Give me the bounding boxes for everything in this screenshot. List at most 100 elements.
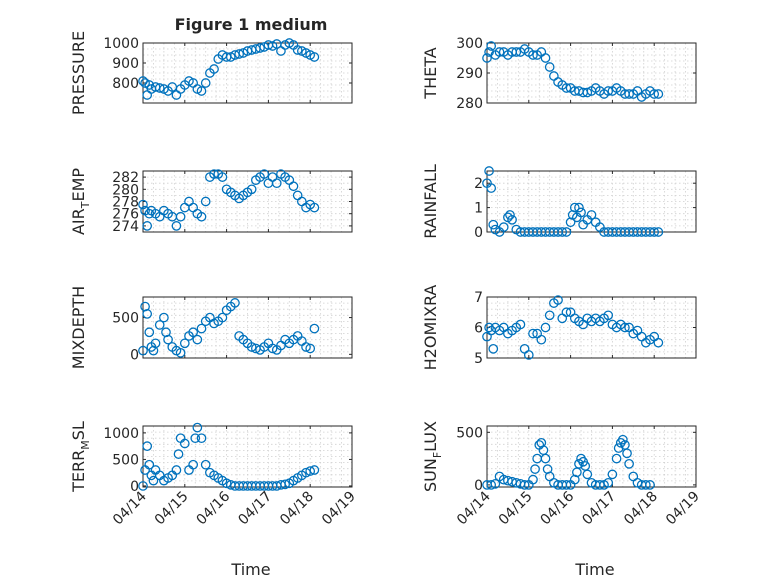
data-point xyxy=(154,320,165,330)
data-point xyxy=(234,49,244,59)
data-point xyxy=(569,202,580,213)
data-point xyxy=(301,467,311,478)
y-axis-label: AIRTEMP xyxy=(69,168,92,235)
data-point xyxy=(309,202,320,213)
y-axis-label: H2OMIXRA xyxy=(421,285,440,371)
axes-box xyxy=(142,42,353,104)
y-axis-label: RAINFALL xyxy=(421,164,440,239)
y-tick-label: 7 xyxy=(474,290,483,306)
data-point xyxy=(640,480,651,490)
data-point xyxy=(292,45,303,55)
data-point xyxy=(292,190,303,201)
figure-title: Figure 1 medium xyxy=(175,15,328,34)
data-point xyxy=(171,465,182,475)
data-point xyxy=(653,89,664,99)
data-point xyxy=(544,310,555,321)
x-tick-label: 04/16 xyxy=(538,488,578,528)
data-point xyxy=(540,453,551,464)
y-tick-label: 280 xyxy=(456,96,483,112)
data-point xyxy=(173,449,184,459)
x-tick-label: 04/15 xyxy=(496,489,536,529)
data-point xyxy=(179,338,190,349)
data-point xyxy=(603,86,614,96)
data-point xyxy=(138,345,148,356)
data-point xyxy=(617,434,628,445)
data-point xyxy=(154,83,165,93)
data-point xyxy=(142,221,153,231)
x-tick-label: 04/18 xyxy=(621,489,661,529)
y-tick-label: 274 xyxy=(112,219,139,235)
data-point xyxy=(482,53,492,63)
y-tick-label: 500 xyxy=(112,452,139,468)
data-point xyxy=(230,298,240,308)
data-point xyxy=(171,90,182,100)
data-point xyxy=(209,64,219,74)
data-point xyxy=(138,481,148,491)
data-point xyxy=(540,322,551,333)
data-point xyxy=(296,196,307,207)
x-tick-label: 04/17 xyxy=(235,489,275,529)
subplot-h2omixra: 5 6 7 H2OMIXRA xyxy=(421,285,697,371)
data-point xyxy=(271,178,282,189)
data-point xyxy=(142,90,153,100)
data-point xyxy=(144,327,155,338)
x-tick-label: 04/15 xyxy=(152,489,192,529)
y-tick-label: 500 xyxy=(456,425,483,441)
data-point xyxy=(188,459,199,470)
data-point xyxy=(582,87,593,98)
data-point xyxy=(200,78,211,88)
x-tick-label: 04/19 xyxy=(319,489,359,529)
data-point xyxy=(280,479,290,490)
y-tick-label: 0 xyxy=(130,479,139,495)
data-point xyxy=(561,307,572,318)
y-axis-label: THETA xyxy=(421,47,440,99)
data-point xyxy=(259,169,270,179)
data-point xyxy=(309,465,320,475)
data-point xyxy=(488,343,499,354)
data-point xyxy=(309,323,320,334)
x-tick-label: 04/14 xyxy=(454,488,494,528)
data-point xyxy=(523,350,534,360)
data-point xyxy=(159,312,169,323)
y-tick-label: 800 xyxy=(112,76,139,92)
data-point xyxy=(175,348,186,358)
axes-box xyxy=(486,170,697,233)
data-point xyxy=(163,334,173,345)
x-axis-label: Time xyxy=(574,560,614,579)
data-point xyxy=(576,207,586,218)
data-point xyxy=(192,334,203,345)
data-point xyxy=(486,480,497,490)
y-axis-label: MIXDEPTH xyxy=(69,286,88,369)
data-point xyxy=(305,343,316,354)
data-point xyxy=(649,227,660,237)
data-point xyxy=(150,338,161,349)
y-tick-label: 290 xyxy=(456,66,483,82)
y-tick-label: 1 xyxy=(474,201,483,217)
data-point xyxy=(498,222,509,232)
data-point xyxy=(561,227,572,237)
data-point xyxy=(148,475,159,486)
axes-box xyxy=(142,296,353,359)
data-point xyxy=(486,183,497,193)
data-point xyxy=(196,323,207,334)
data-point xyxy=(528,50,538,60)
data-point xyxy=(574,202,584,213)
y-tick-label: 0 xyxy=(130,347,139,363)
data-point xyxy=(622,448,632,459)
data-point xyxy=(138,199,148,210)
data-point xyxy=(267,343,278,354)
data-point xyxy=(188,327,199,338)
subplot-pressure: 800 900 1000 PRESSURE xyxy=(69,31,353,115)
data-point xyxy=(179,438,190,449)
data-point xyxy=(532,453,543,464)
data-point xyxy=(305,466,316,476)
data-point xyxy=(192,422,203,433)
data-point xyxy=(505,210,515,220)
data-point xyxy=(611,453,622,464)
data-point xyxy=(561,83,572,93)
data-point xyxy=(190,433,201,444)
x-tick-label: 04/18 xyxy=(277,489,317,529)
